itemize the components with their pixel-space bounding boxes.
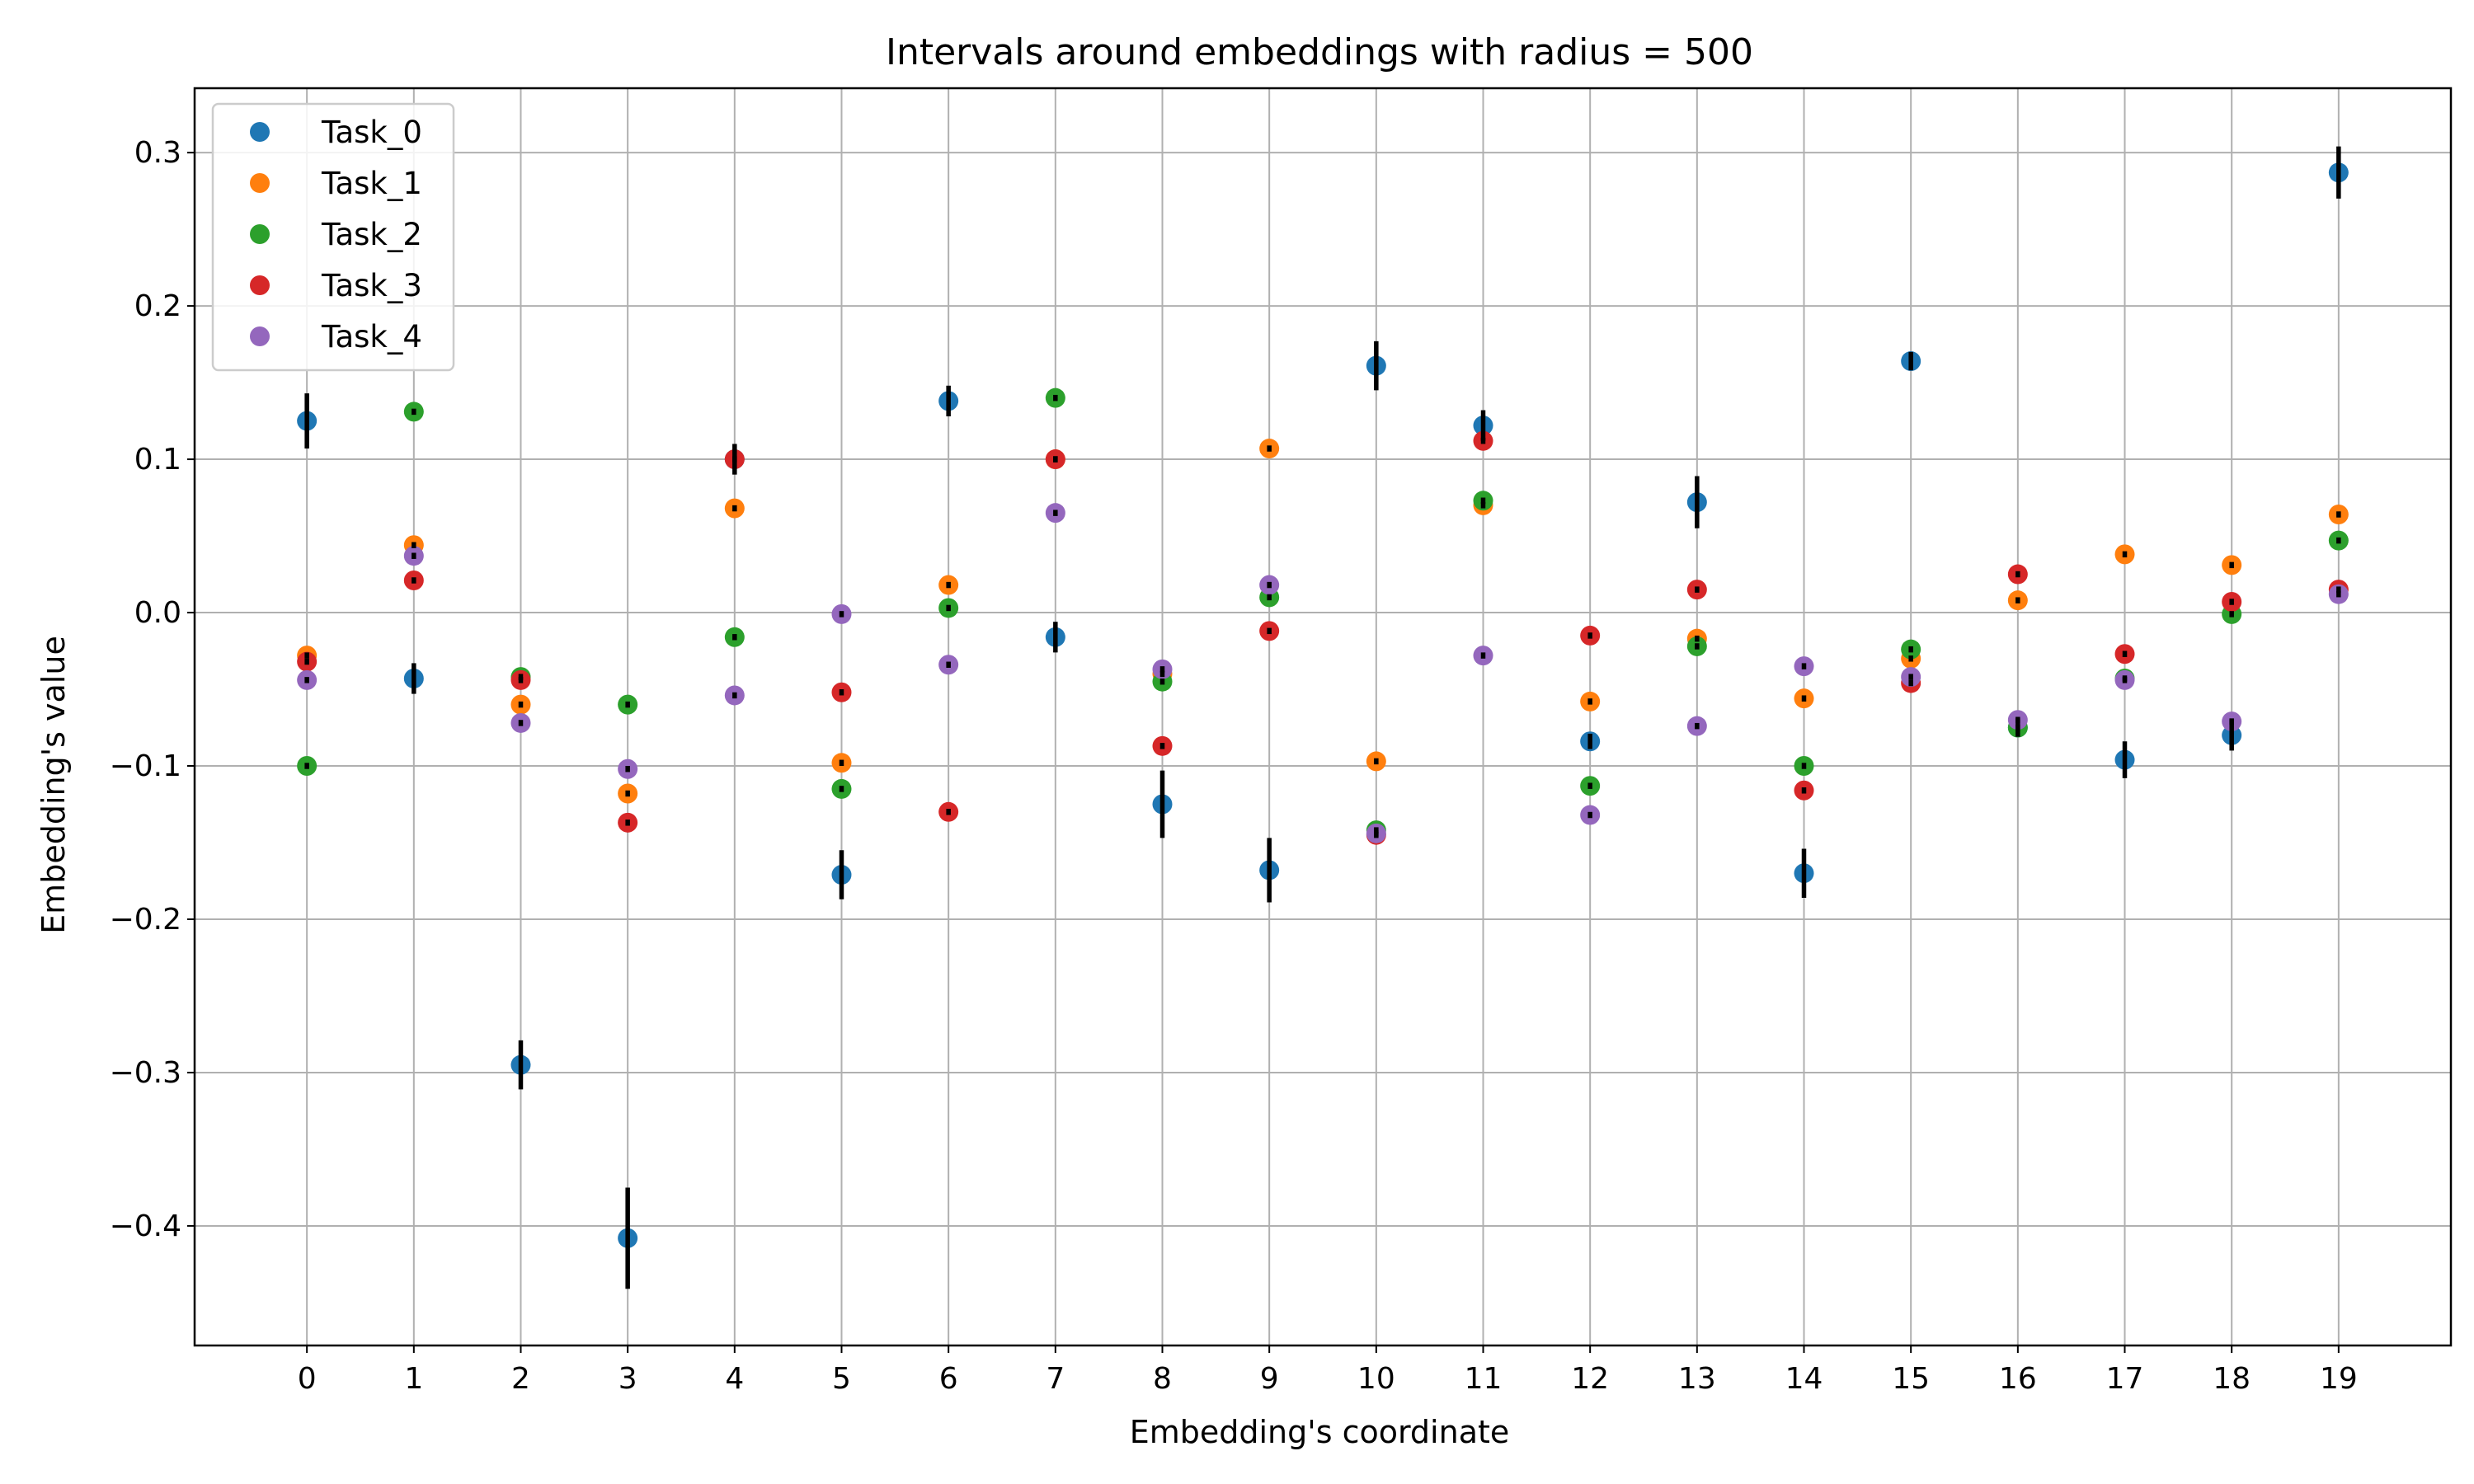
y-axis-ticks: −0.4 −0.3 −0.2 −0.1 0.0 0.1 0.2 0.3 <box>110 136 195 1243</box>
legend: Task_0 Task_1 Task_2 Task_3 Task_4 <box>211 102 455 372</box>
y-tick-label: −0.2 <box>110 903 181 937</box>
legend-label: Task_4 <box>321 319 422 355</box>
y-axis-label: Embedding's value <box>35 636 72 934</box>
legend-label: Task_0 <box>321 115 422 150</box>
x-tick-label: 10 <box>1357 1362 1395 1396</box>
x-tick-label: 1 <box>404 1362 423 1396</box>
x-axis-ticks: 0 1 2 3 4 5 6 7 8 9 10 11 12 13 14 15 16 17 18 19 <box>298 1345 2358 1396</box>
x-tick-label: 9 <box>1260 1362 1279 1396</box>
x-tick-label: 19 <box>2320 1362 2358 1396</box>
x-tick-label: 7 <box>1046 1362 1065 1396</box>
plot-frame <box>193 87 2453 1347</box>
x-tick-label: 16 <box>1999 1362 2037 1396</box>
chart-title: Intervals around embeddings with radius … <box>886 31 1753 73</box>
y-tick-label: −0.3 <box>110 1056 181 1090</box>
x-axis-label: Embedding's coordinate <box>1130 1414 1510 1450</box>
x-tick-label: 6 <box>939 1362 958 1396</box>
x-tick-label: 8 <box>1153 1362 1172 1396</box>
y-tick-label: 0.0 <box>134 596 181 630</box>
x-tick-label: 3 <box>618 1362 637 1396</box>
x-tick-label: 12 <box>1571 1362 1609 1396</box>
legend-label: Task_2 <box>321 217 422 252</box>
data-points <box>297 146 2349 1289</box>
x-tick-label: 13 <box>1678 1362 1716 1396</box>
error-bars-task-1 <box>304 445 2341 797</box>
legend-box <box>211 102 455 372</box>
legend-marker <box>250 275 270 295</box>
x-tick-label: 4 <box>725 1362 744 1396</box>
y-tick-label: −0.4 <box>110 1209 181 1243</box>
x-tick-label: 2 <box>511 1362 530 1396</box>
legend-marker <box>250 224 270 244</box>
legend-label: Task_3 <box>321 268 422 303</box>
y-tick-label: 0.2 <box>134 289 181 323</box>
x-tick-label: 0 <box>298 1362 317 1396</box>
y-tick-label: −0.1 <box>110 749 181 783</box>
legend-marker <box>250 173 270 193</box>
x-tick-label: 14 <box>1785 1362 1823 1396</box>
x-tick-label: 17 <box>2106 1362 2144 1396</box>
error-bars-task-2 <box>304 394 2341 834</box>
legend-marker <box>250 326 270 346</box>
x-tick-label: 15 <box>1892 1362 1930 1396</box>
x-tick-label: 5 <box>832 1362 851 1396</box>
error-bars-task-4 <box>304 510 2341 837</box>
error-bars-task-0 <box>304 146 2341 1289</box>
grid-lines <box>195 88 2451 1345</box>
y-tick-label: 0.3 <box>134 136 181 170</box>
legend-marker <box>250 122 270 142</box>
x-tick-label: 18 <box>2213 1362 2251 1396</box>
legend-label: Task_1 <box>321 166 422 201</box>
y-tick-label: 0.1 <box>134 443 181 477</box>
x-tick-label: 11 <box>1465 1362 1503 1396</box>
